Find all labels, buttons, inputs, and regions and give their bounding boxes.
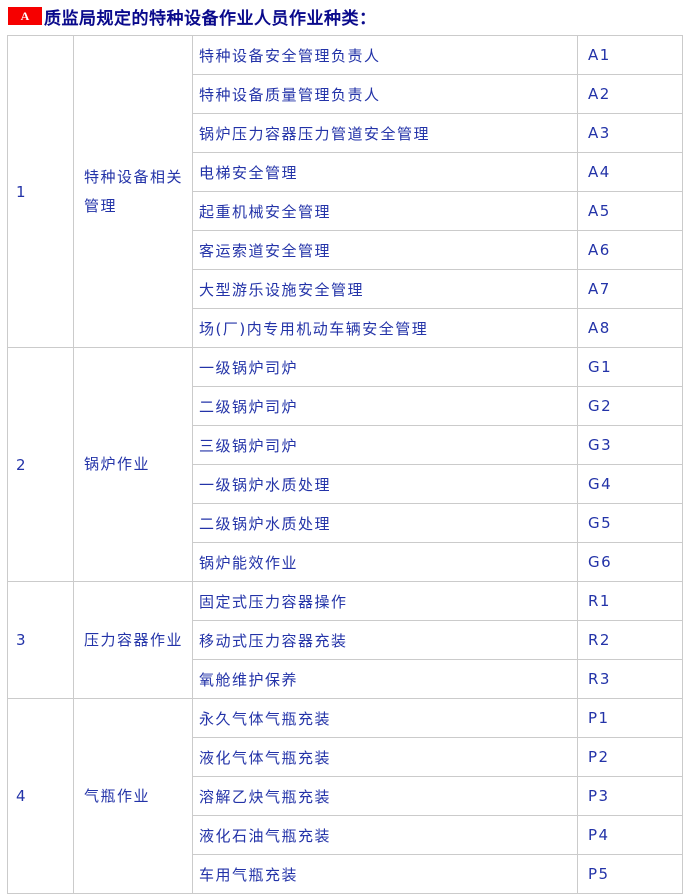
table-row: 1 特种设备相关管理 特种设备安全管理负责人 A1 xyxy=(7,35,683,348)
table-row: 锅炉能效作业 G6 xyxy=(8,542,683,582)
job-code-cell: G3 xyxy=(577,425,683,465)
table-row: 溶解乙炔气瓶充装 P3 xyxy=(8,776,683,816)
job-code-cell: G6 xyxy=(577,542,683,582)
job-code-cell: G4 xyxy=(577,464,683,504)
job-name-cell: 液化石油气瓶充装 xyxy=(192,815,578,855)
table-row: 大型游乐设施安全管理 A7 xyxy=(8,269,683,309)
job-code-cell: A3 xyxy=(577,113,683,153)
job-name-cell: 锅炉压力容器压力管道安全管理 xyxy=(192,113,578,153)
job-name-cell: 锅炉能效作业 xyxy=(192,542,578,582)
job-code-cell: G2 xyxy=(577,386,683,426)
group-category-cell: 气瓶作业 xyxy=(73,698,193,894)
job-name-cell: 移动式压力容器充装 xyxy=(192,620,578,660)
table-row: 移动式压力容器充装 R2 xyxy=(8,620,683,660)
job-code-cell: A6 xyxy=(577,230,683,270)
table-row: 场(厂)内专用机动车辆安全管理 A8 xyxy=(8,308,683,348)
table-row: 3 压力容器作业 固定式压力容器操作 R1 xyxy=(7,581,683,699)
table-row: 2 锅炉作业 一级锅炉司炉 G1 xyxy=(7,347,683,582)
table-row: 客运索道安全管理 A6 xyxy=(8,230,683,270)
job-code-cell: A8 xyxy=(577,308,683,348)
job-name-cell: 二级锅炉水质处理 xyxy=(192,503,578,543)
job-code-cell: R2 xyxy=(577,620,683,660)
job-name-cell: 溶解乙炔气瓶充装 xyxy=(192,776,578,816)
job-name-cell: 特种设备安全管理负责人 xyxy=(192,35,578,75)
job-code-cell: A1 xyxy=(577,35,683,75)
job-code-cell: P1 xyxy=(577,698,683,738)
job-name-cell: 二级锅炉司炉 xyxy=(192,386,578,426)
job-name-cell: 液化气体气瓶充装 xyxy=(192,737,578,777)
table-row: 起重机械安全管理 A5 xyxy=(8,191,683,231)
table-row: 液化气体气瓶充装 P2 xyxy=(8,737,683,777)
job-code-cell: P3 xyxy=(577,776,683,816)
group-number-cell: 1 xyxy=(7,35,74,348)
job-name-cell: 三级锅炉司炉 xyxy=(192,425,578,465)
table-row: 二级锅炉水质处理 G5 xyxy=(8,503,683,543)
job-name-cell: 电梯安全管理 xyxy=(192,152,578,192)
job-code-cell: P2 xyxy=(577,737,683,777)
job-name-cell: 客运索道安全管理 xyxy=(192,230,578,270)
job-code-cell: A5 xyxy=(577,191,683,231)
group-category-cell: 压力容器作业 xyxy=(73,581,193,699)
table-row: 氧舱维护保养 R3 xyxy=(8,659,683,699)
job-name-cell: 特种设备质量管理负责人 xyxy=(192,74,578,114)
job-name-cell: 大型游乐设施安全管理 xyxy=(192,269,578,309)
page-header: A 质监局规定的特种设备作业人员作业种类： xyxy=(8,7,689,29)
section-badge: A xyxy=(8,7,42,25)
page: A 质监局规定的特种设备作业人员作业种类： 1 特种设备相关管理 特种设备安全管… xyxy=(0,7,689,894)
job-code-cell: P5 xyxy=(577,854,683,894)
job-code-cell: G5 xyxy=(577,503,683,543)
job-name-cell: 车用气瓶充装 xyxy=(192,854,578,894)
job-code-cell: A2 xyxy=(577,74,683,114)
group-number-cell: 3 xyxy=(7,581,74,699)
job-name-cell: 起重机械安全管理 xyxy=(192,191,578,231)
job-code-cell: A4 xyxy=(577,152,683,192)
job-code-cell: P4 xyxy=(577,815,683,855)
table-row: 二级锅炉司炉 G2 xyxy=(8,386,683,426)
group-number-cell: 2 xyxy=(7,347,74,582)
page-title: 质监局规定的特种设备作业人员作业种类： xyxy=(44,8,377,29)
job-code-cell: R1 xyxy=(577,581,683,621)
job-name-cell: 场(厂)内专用机动车辆安全管理 xyxy=(192,308,578,348)
table-row: 特种设备质量管理负责人 A2 xyxy=(8,74,683,114)
table-row: 一级锅炉水质处理 G4 xyxy=(8,464,683,504)
job-code-cell: A7 xyxy=(577,269,683,309)
table-row: 电梯安全管理 A4 xyxy=(8,152,683,192)
job-name-cell: 一级锅炉水质处理 xyxy=(192,464,578,504)
job-name-cell: 氧舱维护保养 xyxy=(192,659,578,699)
categories-table: 1 特种设备相关管理 特种设备安全管理负责人 A1 特种设备质量管理负责人 A2… xyxy=(7,35,683,894)
job-code-cell: R3 xyxy=(577,659,683,699)
job-name-cell: 固定式压力容器操作 xyxy=(192,581,578,621)
group-category-cell: 锅炉作业 xyxy=(73,347,193,582)
job-name-cell: 一级锅炉司炉 xyxy=(192,347,578,387)
job-code-cell: G1 xyxy=(577,347,683,387)
group-category-cell: 特种设备相关管理 xyxy=(73,35,193,348)
group-number-cell: 4 xyxy=(7,698,74,894)
job-name-cell: 永久气体气瓶充装 xyxy=(192,698,578,738)
table-row: 4 气瓶作业 永久气体气瓶充装 P1 xyxy=(7,698,683,894)
